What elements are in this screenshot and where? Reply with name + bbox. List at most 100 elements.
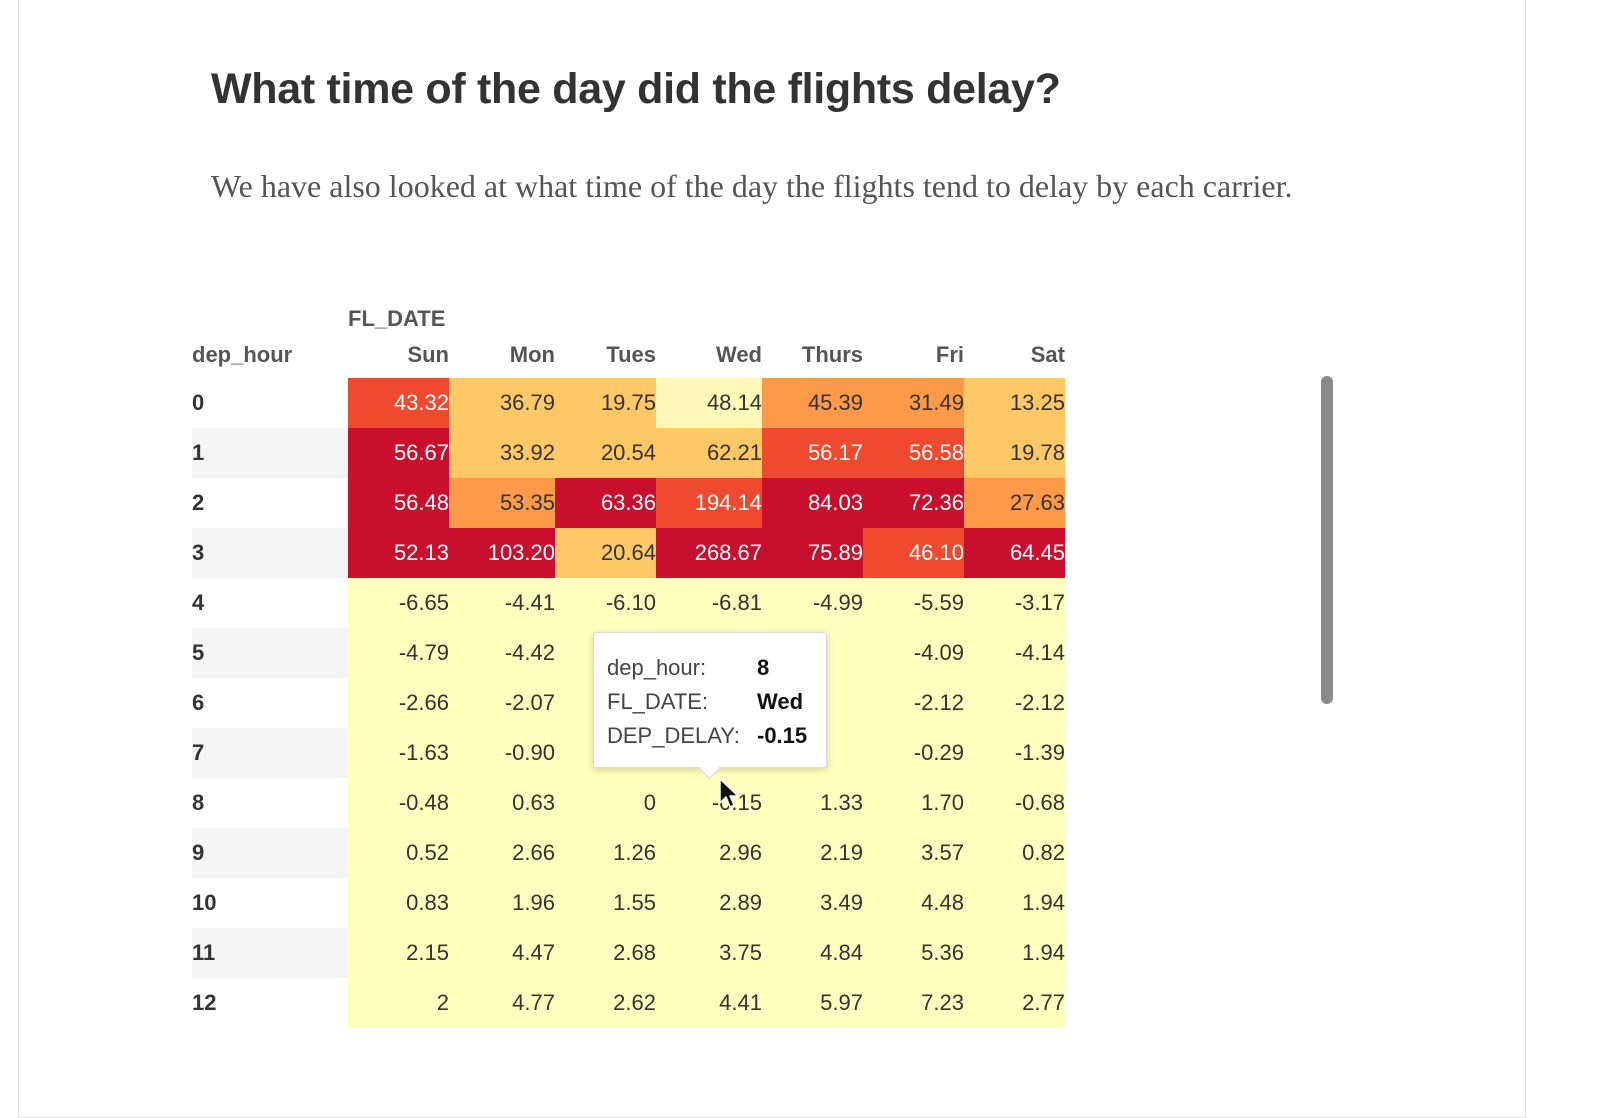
table-cell[interactable]: 4.47 <box>449 928 555 978</box>
table-row: 9 0.52 2.66 1.26 2.96 2.19 3.57 0.82 <box>192 828 1065 878</box>
table-cell[interactable]: 36.79 <box>449 378 555 428</box>
table-cell[interactable]: 1.70 <box>863 778 964 828</box>
table-cell[interactable]: 1.94 <box>964 928 1065 978</box>
table-cell[interactable]: 45.39 <box>762 378 863 428</box>
table-cell[interactable]: -1.63 <box>348 728 449 778</box>
table-cell[interactable]: 5.36 <box>863 928 964 978</box>
tooltip-label: dep_hour: <box>607 655 707 680</box>
table-cell[interactable]: -4.09 <box>863 628 964 678</box>
table-cell[interactable]: 2.68 <box>555 928 656 978</box>
table-row: 8 -0.48 0.63 0 -0.15 1.33 1.70 -0.68 <box>192 778 1065 828</box>
table-cell[interactable]: 4.84 <box>762 928 863 978</box>
table-cell[interactable]: 56.17 <box>762 428 863 478</box>
table-cell[interactable]: 2.62 <box>555 978 656 1028</box>
table-cell[interactable]: 75.89 <box>762 528 863 578</box>
table-cell[interactable]: -0.90 <box>449 728 555 778</box>
table-cell[interactable]: 0 <box>555 778 656 828</box>
table-cell[interactable]: -0.29 <box>863 728 964 778</box>
table-cell[interactable]: 27.63 <box>964 478 1065 528</box>
table-cell[interactable]: -0.48 <box>348 778 449 828</box>
vertical-scrollbar[interactable] <box>1321 376 1333 704</box>
hover-tooltip: dep_hour: 8 FL_DATE: Wed DEP_DELAY: -0.1… <box>593 632 827 780</box>
table-cell[interactable]: 4.48 <box>863 878 964 928</box>
table-cell[interactable]: -6.65 <box>348 578 449 628</box>
table-cell[interactable]: 5.97 <box>762 978 863 1028</box>
table-row: 2 56.48 53.35 63.36 194.14 84.03 72.36 27.63 <box>192 478 1065 528</box>
table-cell[interactable]: 2.19 <box>762 828 863 878</box>
table-cell[interactable]: -4.41 <box>449 578 555 628</box>
table-cell[interactable]: -5.59 <box>863 578 964 628</box>
table-cell[interactable]: 0.52 <box>348 828 449 878</box>
table-cell[interactable]: 0.63 <box>449 778 555 828</box>
table-cell[interactable]: 194.14 <box>656 478 762 528</box>
table-cell[interactable]: 64.45 <box>964 528 1065 578</box>
table-cell[interactable]: 84.03 <box>762 478 863 528</box>
table-cell[interactable]: -2.66 <box>348 678 449 728</box>
table-cell[interactable]: 53.35 <box>449 478 555 528</box>
table-cell[interactable]: -4.79 <box>348 628 449 678</box>
table-cell[interactable]: 56.58 <box>863 428 964 478</box>
table-cell[interactable]: 20.54 <box>555 428 656 478</box>
table-cell[interactable]: 46.10 <box>863 528 964 578</box>
row-header: 2 <box>192 478 348 528</box>
table-cell[interactable]: 2.96 <box>656 828 762 878</box>
table-cell[interactable]: -4.14 <box>964 628 1065 678</box>
table-cell[interactable]: 31.49 <box>863 378 964 428</box>
row-header: 3 <box>192 528 348 578</box>
table-cell[interactable]: 2.15 <box>348 928 449 978</box>
table-cell[interactable]: 62.21 <box>656 428 762 478</box>
table-cell[interactable]: 2.89 <box>656 878 762 928</box>
table-cell[interactable]: 3.75 <box>656 928 762 978</box>
table-cell[interactable]: 1.96 <box>449 878 555 928</box>
row-header: 8 <box>192 778 348 828</box>
table-cell[interactable]: 19.78 <box>964 428 1065 478</box>
table-cell[interactable]: 1.55 <box>555 878 656 928</box>
table-row: 10 0.83 1.96 1.55 2.89 3.49 4.48 1.94 <box>192 878 1065 928</box>
table-cell[interactable]: 2.66 <box>449 828 555 878</box>
table-cell[interactable]: 4.77 <box>449 978 555 1028</box>
tooltip-value: 8 <box>757 655 770 680</box>
table-cell[interactable]: 0.82 <box>964 828 1065 878</box>
table-cell[interactable]: 72.36 <box>863 478 964 528</box>
table-cell[interactable]: 56.67 <box>348 428 449 478</box>
table-cell[interactable]: -2.12 <box>964 678 1065 728</box>
table-row: 0 43.32 36.79 19.75 48.14 45.39 31.49 13.25 <box>192 378 1065 428</box>
table-cell[interactable]: 63.36 <box>555 478 656 528</box>
table-cell[interactable]: 3.49 <box>762 878 863 928</box>
table-cell[interactable]: 43.32 <box>348 378 449 428</box>
table-cell[interactable]: 33.92 <box>449 428 555 478</box>
table-row: 3 52.13 103.20 20.64 268.67 75.89 46.10 64.45 <box>192 528 1065 578</box>
table-cell[interactable]: 103.20 <box>449 528 555 578</box>
row-header: 5 <box>192 628 348 678</box>
table-cell[interactable]: 7.23 <box>863 978 964 1028</box>
table-cell[interactable]: 4.41 <box>656 978 762 1028</box>
table-cell[interactable]: 1.33 <box>762 778 863 828</box>
table-cell[interactable]: 1.94 <box>964 878 1065 928</box>
table-cell[interactable]: -0.68 <box>964 778 1065 828</box>
row-header: 6 <box>192 678 348 728</box>
arrow-pointer-icon <box>719 778 739 808</box>
table-cell[interactable]: -0.15 <box>656 778 762 828</box>
table-cell[interactable]: -4.42 <box>449 628 555 678</box>
table-cell[interactable]: 3.57 <box>863 828 964 878</box>
table-cell[interactable]: -6.81 <box>656 578 762 628</box>
table-cell[interactable]: 2.77 <box>964 978 1065 1028</box>
table-cell[interactable]: 19.75 <box>555 378 656 428</box>
table-cell[interactable]: 268.67 <box>656 528 762 578</box>
table-cell[interactable]: 13.25 <box>964 378 1065 428</box>
table-cell[interactable]: -2.12 <box>863 678 964 728</box>
table-cell[interactable]: 1.26 <box>555 828 656 878</box>
table-cell[interactable]: 56.48 <box>348 478 449 528</box>
table-cell[interactable]: -6.10 <box>555 578 656 628</box>
table-cell[interactable]: 52.13 <box>348 528 449 578</box>
table-cell[interactable]: 20.64 <box>555 528 656 578</box>
tooltip-value: -0.15 <box>757 723 808 748</box>
table-cell[interactable]: -3.17 <box>964 578 1065 628</box>
table-cell[interactable]: -4.99 <box>762 578 863 628</box>
table-cell[interactable]: 2 <box>348 978 449 1028</box>
table-cell[interactable]: -1.39 <box>964 728 1065 778</box>
column-header-fri: Fri <box>935 342 964 367</box>
table-cell[interactable]: 48.14 <box>656 378 762 428</box>
table-cell[interactable]: -2.07 <box>449 678 555 728</box>
table-cell[interactable]: 0.83 <box>348 878 449 928</box>
